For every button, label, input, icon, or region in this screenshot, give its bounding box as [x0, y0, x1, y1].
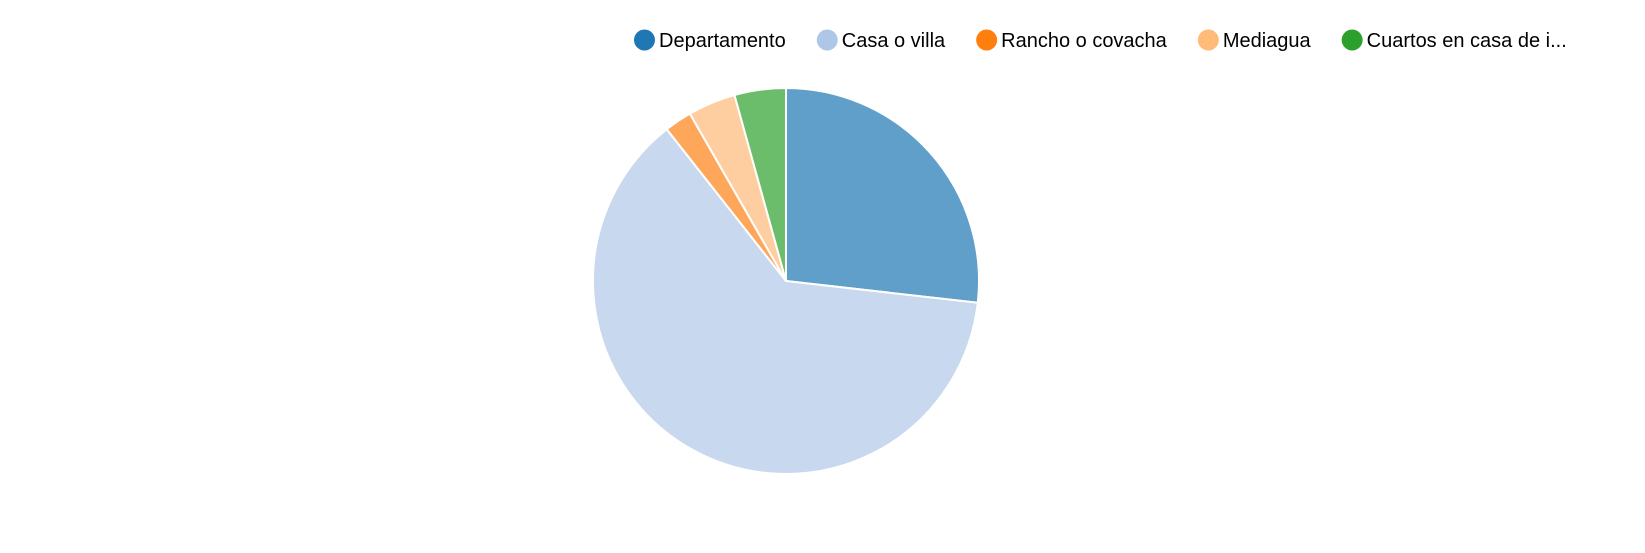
legend-swatch-2 [817, 30, 838, 51]
legend-item-5[interactable]: Cuartos en casa de i... [1342, 30, 1567, 53]
legend-label-3: Rancho o covacha [1001, 30, 1168, 52]
legend-label-4: Mediagua [1223, 30, 1312, 52]
legend-item-1[interactable]: Departamento [634, 30, 786, 53]
legend-item-2[interactable]: Casa o villa [817, 30, 946, 53]
legend-swatch-5 [1342, 30, 1363, 51]
legend-swatch-1 [634, 30, 655, 51]
legend-item-4[interactable]: Mediagua [1198, 30, 1312, 53]
legend-label-5: Cuartos en casa de i... [1367, 30, 1567, 52]
legend-label-1: Departamento [659, 30, 786, 52]
legend-swatch-3 [976, 30, 997, 51]
legend-label-2: Casa o villa [842, 30, 946, 52]
chart-legend: Departamento Casa o villa Rancho o covacha… [634, 30, 1567, 53]
legend-item-3[interactable]: Rancho o covacha [976, 30, 1168, 53]
pie-slices [593, 88, 979, 474]
legend-swatch-4 [1198, 30, 1219, 51]
pie-slice-1[interactable] [786, 88, 979, 303]
